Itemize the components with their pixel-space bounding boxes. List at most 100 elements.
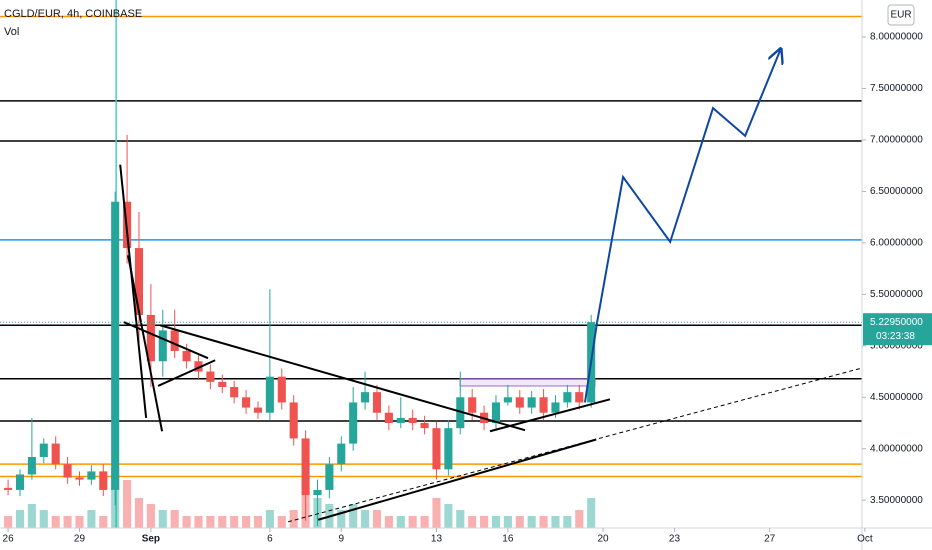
candle-body [563,392,572,403]
y-tick-label: 7.00000000 [870,135,923,146]
candle-body [39,443,48,457]
y-tick-label: 6.50000000 [870,186,923,197]
plot-area [0,0,862,528]
volume-bar [39,510,48,528]
candle-body [75,477,84,480]
chart-title: CGLD/EUR, 4h, COINBASE [4,8,142,20]
volume-bar [575,510,584,528]
candle-body [551,402,560,413]
volume-bar [289,510,298,528]
x-tick-label: 6 [267,534,273,545]
volume-bar [491,516,501,528]
volume-bar [337,510,346,528]
candle-body [301,438,310,496]
currency-label: EUR [890,10,911,21]
x-tick-label: 29 [74,534,86,545]
dashed-trendline [287,367,862,523]
volume-bar [503,516,512,528]
volume-bar [123,480,132,528]
candle-body [337,443,346,465]
candle-body [372,392,382,413]
volume-bar [158,510,167,528]
candle-body [158,330,167,362]
candle-body [253,407,263,413]
candle-body [396,417,405,424]
candle-body [539,397,548,413]
x-tick-label: 13 [431,534,443,545]
volume-bar [99,516,108,528]
volume-bar [182,516,191,528]
volume-bar [4,516,13,528]
x-tick-label: Oct [857,534,873,545]
volume-bar [277,516,286,528]
y-tick-label: 6.00000000 [870,238,923,249]
y-tick-label: 8.00000000 [870,32,923,43]
candle-body [111,201,120,490]
candle-body [325,464,334,490]
volume-bar [515,516,524,528]
volume-bar [551,516,560,528]
volume-bar [587,498,596,528]
candle-body [384,412,393,424]
volume-bar [194,516,203,528]
candle-body [456,397,465,429]
volume-bar [444,504,453,528]
volume-bar [253,516,263,528]
candle-body [277,376,286,403]
candle-body [146,314,155,362]
volume-bar [218,516,227,528]
x-tick-label: 16 [502,534,514,545]
volume-bar [527,516,536,528]
trendline [127,255,164,432]
candle-body [51,443,60,465]
x-tick-label: 23 [669,534,681,545]
volume-bar [361,510,370,528]
volume-bar [539,516,548,528]
x-tick-label: 26 [3,534,15,545]
currency-box[interactable] [887,4,915,26]
candle-body [27,456,36,475]
candle-body [134,248,144,315]
candle-body [170,330,179,351]
candle-body [420,423,429,429]
candle-body [503,397,512,403]
trendline [159,324,526,432]
volume-bar [563,516,572,528]
candle-body [4,487,13,490]
candle-body [575,392,584,403]
candle-body [218,381,227,387]
x-tick-label: 20 [598,534,610,545]
volume-bar [63,516,72,528]
volume-bar [75,516,84,528]
candle-body [265,376,274,413]
volume-label: Vol [4,26,19,38]
candle-body [515,397,524,408]
volume-bar [27,504,36,528]
candle-body [63,464,72,478]
y-tick-label: 7.50000000 [870,83,923,94]
volume-bar [372,510,382,528]
volume-bar [15,510,25,528]
candle-body [99,471,108,490]
volume-bar [456,510,465,528]
candle-body [194,361,203,372]
candle-body [87,471,96,480]
candle-body [289,402,298,439]
trendline [119,164,148,418]
volume-bar [134,498,144,528]
y-tick-label: 5.00000000 [870,340,923,351]
candle-body [408,417,417,424]
last-price-box [863,313,932,346]
y-tick-label: 3.50000000 [870,495,923,506]
volume-bar [230,516,239,528]
candle-body [242,397,251,408]
candle-body [206,371,215,382]
candle-body [182,350,191,362]
volume-bar [242,516,251,528]
trendline [489,398,611,433]
y-tick-label: 4.00000000 [870,443,923,454]
volume-bar [265,510,274,528]
candle-body [361,392,370,403]
candle-body [15,474,25,490]
